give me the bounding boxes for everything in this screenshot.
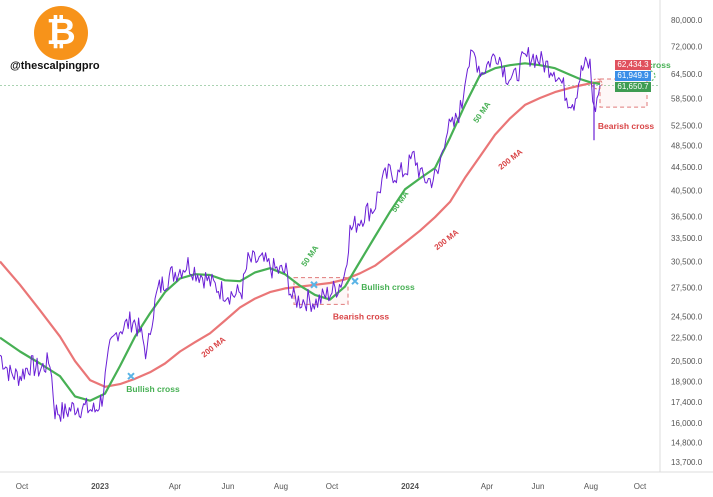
series-label: 50 MA — [300, 244, 321, 269]
series-50-ma-line — [0, 62, 601, 402]
series-200-ma-line — [0, 81, 601, 388]
cross-callout: Bullish cross — [126, 384, 180, 394]
series-label: 50 MA — [472, 100, 493, 125]
author-handle: @thescalpingpro — [10, 60, 100, 72]
cross-marker — [351, 277, 359, 285]
x-tick-label: Apr — [481, 482, 494, 491]
bitcoin-logo: ₿ — [34, 6, 88, 60]
x-tick-label: 2024 — [401, 482, 419, 491]
y-tick-label: 20,500.0 — [671, 357, 703, 366]
y-tick-label: 30,500.0 — [671, 258, 703, 267]
cross-marker — [591, 78, 603, 90]
y-tick-label: 80,000.0 — [671, 16, 703, 25]
y-tick-label: 58,500.0 — [671, 94, 703, 103]
y-tick-label: 24,500.0 — [671, 312, 703, 321]
cross-callout: Bearish cross — [598, 121, 654, 131]
y-tick-label: 18,900.0 — [671, 377, 703, 386]
cross-callout: Bearish cross — [333, 311, 389, 321]
y-tick-label: 40,500.0 — [671, 187, 703, 196]
x-tick-label: 2023 — [91, 482, 109, 491]
y-tick-label: 64,500.0 — [671, 70, 703, 79]
cross-callout: Bullish cross — [361, 282, 415, 292]
price-tag-last: 61,650.7 — [615, 82, 651, 92]
y-tick-label: 17,400.0 — [671, 398, 703, 407]
price-tag-200ma: 62,434.3 — [615, 60, 651, 70]
y-tick-label: 22,500.0 — [671, 334, 703, 343]
y-tick-label: 36,500.0 — [671, 213, 703, 222]
series-label: 200 MA — [433, 228, 461, 252]
x-tick-label: Aug — [584, 482, 598, 491]
series-price-line — [0, 47, 601, 422]
y-tick-label: 13,700.0 — [671, 458, 703, 467]
x-tick-label: Aug — [274, 482, 288, 491]
y-tick-label: 14,800.0 — [671, 439, 703, 448]
y-tick-label: 16,000.0 — [671, 419, 703, 428]
y-tick-label: 44,500.0 — [671, 163, 703, 172]
price-tag-50ma: 61,949.9 — [615, 71, 651, 81]
cross-marker — [310, 281, 318, 289]
x-tick-label: Jun — [532, 482, 545, 491]
series-label: 50 MA — [390, 189, 411, 214]
x-tick-label: Apr — [169, 482, 182, 491]
x-tick-label: Jun — [222, 482, 235, 491]
x-tick-label: Oct — [326, 482, 339, 491]
series-label: 200 MA — [200, 335, 228, 359]
y-tick-label: 33,500.0 — [671, 234, 703, 243]
y-tick-label: 48,500.0 — [671, 141, 703, 150]
y-tick-label: 72,000.0 — [671, 42, 703, 51]
y-tick-label: 52,500.0 — [671, 122, 703, 131]
y-tick-label: 27,500.0 — [671, 283, 703, 292]
x-tick-label: Oct — [16, 482, 29, 491]
x-tick-label: Oct — [634, 482, 647, 491]
projected-cross-marker — [644, 70, 656, 82]
series-label: 200 MA — [497, 147, 525, 171]
cross-marker — [127, 372, 135, 380]
